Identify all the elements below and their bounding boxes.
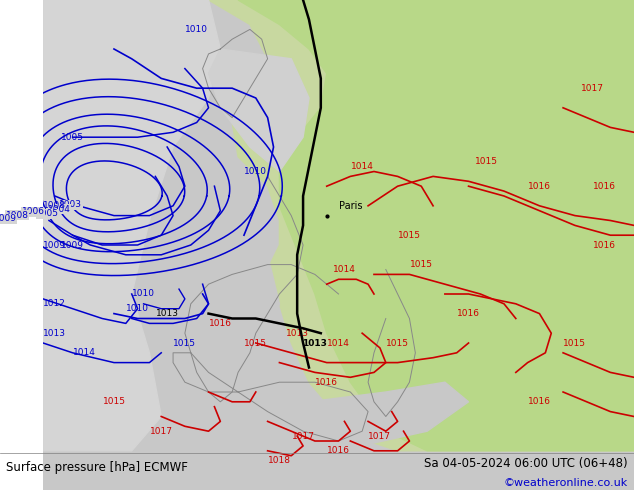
Text: 1018: 1018	[268, 456, 291, 465]
Text: 1012: 1012	[43, 299, 66, 308]
Text: Surface pressure [hPa] ECMWF: Surface pressure [hPa] ECMWF	[6, 462, 188, 474]
Text: 1017: 1017	[368, 432, 391, 441]
Text: 1013: 1013	[302, 339, 327, 347]
Text: 1010: 1010	[244, 167, 268, 176]
Text: 1009: 1009	[61, 241, 84, 249]
Text: 1013: 1013	[43, 329, 66, 338]
Text: 1015: 1015	[103, 397, 126, 406]
Polygon shape	[238, 0, 634, 451]
Text: 1016: 1016	[528, 182, 551, 191]
Text: 1017: 1017	[292, 432, 314, 441]
Text: 1015: 1015	[386, 339, 409, 347]
Text: 1016: 1016	[209, 319, 232, 328]
Text: 1008: 1008	[6, 211, 29, 220]
Text: 1013: 1013	[286, 329, 309, 338]
Text: 1010: 1010	[185, 25, 208, 34]
Text: 1017: 1017	[150, 427, 172, 436]
Text: 1017: 1017	[581, 84, 604, 93]
Text: 1015: 1015	[410, 260, 433, 269]
Text: 1009: 1009	[43, 241, 66, 249]
Text: 1013: 1013	[156, 309, 179, 318]
Text: 1014: 1014	[351, 162, 373, 171]
Text: 1005: 1005	[61, 133, 84, 142]
Polygon shape	[161, 255, 280, 353]
Text: ©weatheronline.co.uk: ©weatheronline.co.uk	[503, 478, 628, 488]
Text: 1016: 1016	[593, 241, 616, 249]
Text: 1015: 1015	[173, 339, 197, 347]
Text: 1010: 1010	[132, 290, 155, 298]
Text: 1014: 1014	[327, 339, 350, 347]
Text: 1006: 1006	[22, 207, 45, 217]
Text: Paris: Paris	[339, 201, 362, 211]
Text: 1003: 1003	[60, 200, 82, 209]
Text: 1016: 1016	[457, 309, 480, 318]
Text: 1005: 1005	[36, 209, 59, 218]
Text: 1015: 1015	[244, 339, 268, 347]
Text: 1015: 1015	[564, 339, 586, 347]
Polygon shape	[43, 0, 221, 451]
Text: 1014: 1014	[73, 348, 96, 357]
Text: 1015: 1015	[398, 231, 421, 240]
Text: 1015: 1015	[475, 157, 498, 166]
Polygon shape	[209, 0, 634, 451]
Polygon shape	[209, 49, 309, 172]
Text: 1014: 1014	[333, 265, 356, 274]
Text: 1016: 1016	[528, 397, 551, 406]
Text: 1009: 1009	[0, 214, 16, 223]
Text: Sa 04-05-2024 06:00 UTC (06+48): Sa 04-05-2024 06:00 UTC (06+48)	[424, 457, 628, 469]
Text: 1004: 1004	[48, 205, 70, 214]
Text: 1016: 1016	[315, 378, 338, 387]
Polygon shape	[221, 382, 469, 451]
Text: 1010: 1010	[126, 304, 149, 313]
Text: 1016: 1016	[593, 182, 616, 191]
Text: 1016: 1016	[327, 446, 350, 455]
Text: 1008: 1008	[43, 201, 66, 210]
